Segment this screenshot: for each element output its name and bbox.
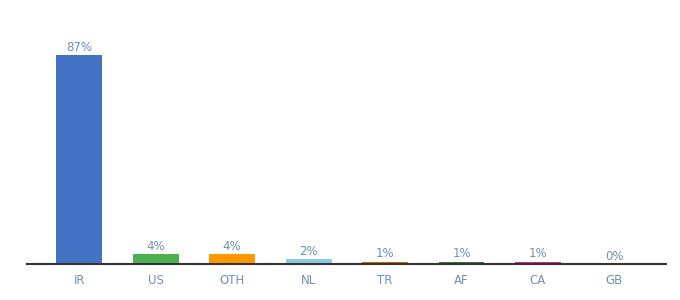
Text: 2%: 2% [299,245,318,258]
Text: 1%: 1% [528,248,547,260]
Text: 4%: 4% [223,240,241,253]
Text: 1%: 1% [452,248,471,260]
Text: 87%: 87% [66,41,92,54]
Text: 4%: 4% [146,240,165,253]
Bar [439,262,484,264]
Bar [133,254,179,264]
Bar [286,259,332,264]
Bar [515,262,561,264]
Bar [209,254,255,264]
Bar [56,55,102,264]
Text: 0%: 0% [605,250,624,263]
Text: 1%: 1% [376,248,394,260]
Bar [362,262,408,264]
